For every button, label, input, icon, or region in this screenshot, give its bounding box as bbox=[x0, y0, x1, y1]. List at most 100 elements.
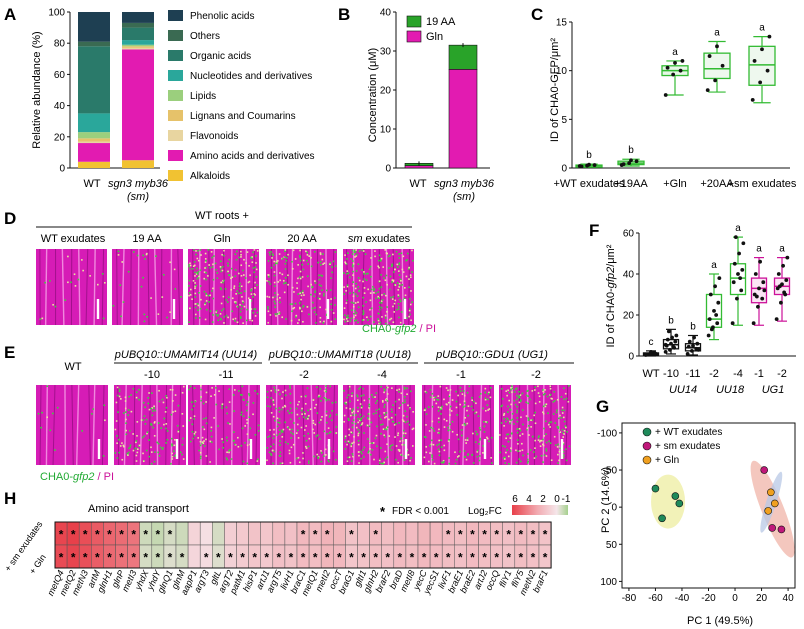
bacteria-speck bbox=[406, 387, 408, 390]
bacteria-speck bbox=[382, 266, 385, 268]
micrograph-d-2 bbox=[188, 248, 259, 326]
bacteria-speck bbox=[295, 316, 297, 318]
bacteria-speck bbox=[154, 451, 156, 453]
bacteria-speck bbox=[298, 417, 301, 420]
bacteria-speck bbox=[430, 443, 433, 446]
bacteria-speck bbox=[491, 462, 493, 464]
bacteria-speck bbox=[317, 396, 320, 398]
bacteria-speck bbox=[82, 269, 84, 272]
bacteria-speck bbox=[534, 439, 536, 442]
bacteria-speck bbox=[335, 426, 338, 428]
bacteria-speck bbox=[411, 271, 413, 273]
legend-swatch bbox=[168, 10, 183, 21]
bacteria-speck bbox=[448, 457, 451, 459]
legend-label-gln: + Gln bbox=[655, 455, 679, 466]
bacteria-speck bbox=[430, 439, 433, 442]
bacteria-speck bbox=[373, 458, 375, 461]
bacteria-speck bbox=[351, 265, 354, 268]
bacteria-speck bbox=[383, 406, 386, 408]
bacteria-speck bbox=[449, 389, 452, 391]
bacteria-speck bbox=[161, 398, 164, 401]
panel-f-point bbox=[753, 272, 758, 276]
legend-dot-wt bbox=[642, 427, 652, 437]
heatmap-cell bbox=[429, 521, 443, 546]
bacteria-speck bbox=[456, 414, 459, 416]
panel-f-letter: a bbox=[779, 244, 785, 255]
bacteria-speck bbox=[227, 270, 229, 273]
cell-wall-line bbox=[325, 248, 328, 326]
bacteria-speck bbox=[516, 417, 519, 419]
bacteria-speck bbox=[526, 390, 528, 392]
bacteria-speck bbox=[461, 393, 464, 395]
bacteria-speck bbox=[423, 435, 426, 438]
bacteria-speck bbox=[254, 433, 257, 436]
bacteria-speck bbox=[271, 253, 274, 255]
bacteria-speck bbox=[194, 431, 197, 433]
bacteria-speck bbox=[526, 427, 529, 430]
bacteria-speck bbox=[128, 447, 130, 450]
bacteria-speck bbox=[223, 249, 225, 252]
panel-e-line-0-0: -10 bbox=[144, 369, 160, 381]
bacteria-speck bbox=[272, 401, 275, 403]
bacteria-speck bbox=[389, 318, 391, 321]
bacteria-speck bbox=[220, 309, 223, 312]
legend-swatch-gln bbox=[406, 30, 422, 43]
bacteria-speck bbox=[383, 277, 385, 279]
bacteria-speck bbox=[254, 294, 256, 296]
bacteria-speck bbox=[272, 462, 274, 465]
bacteria-speck bbox=[322, 322, 325, 324]
bacteria-speck bbox=[256, 392, 259, 395]
bacteria-speck bbox=[287, 410, 289, 412]
bacteria-speck bbox=[166, 430, 169, 432]
bacteria-speck bbox=[321, 289, 323, 291]
bacteria-speck bbox=[188, 292, 191, 294]
bacteria-speck bbox=[377, 297, 380, 299]
bacteria-speck bbox=[562, 416, 565, 419]
bacteria-speck bbox=[173, 268, 176, 271]
bacteria-speck bbox=[116, 394, 119, 397]
bacteria-speck bbox=[377, 291, 380, 293]
panel-h-scale-tick-2: 2 bbox=[540, 494, 546, 505]
bacteria-speck bbox=[277, 389, 280, 391]
bacteria-speck bbox=[391, 279, 394, 281]
panel-g-point bbox=[658, 514, 666, 523]
bacteria-speck bbox=[449, 394, 451, 396]
bacteria-speck bbox=[218, 448, 221, 451]
bacteria-speck bbox=[437, 448, 440, 451]
bacteria-speck bbox=[194, 285, 196, 288]
bacteria-speck bbox=[233, 439, 235, 442]
bacteria-speck bbox=[215, 387, 217, 389]
bacteria-speck bbox=[246, 409, 248, 412]
bacteria-speck bbox=[240, 411, 243, 414]
bacteria-speck bbox=[241, 427, 244, 430]
bacteria-speck bbox=[248, 416, 251, 418]
bacteria-speck bbox=[201, 442, 203, 445]
bacteria-speck bbox=[290, 412, 293, 414]
bacteria-speck bbox=[463, 456, 466, 458]
bacteria-speck bbox=[395, 458, 397, 461]
panel-f-point bbox=[758, 259, 762, 264]
legend-swatch bbox=[168, 110, 183, 121]
panel-f-point bbox=[666, 329, 671, 334]
bacteria-speck bbox=[357, 440, 360, 442]
bacteria-speck bbox=[143, 435, 146, 437]
bacteria-speck bbox=[239, 282, 241, 285]
bacteria-speck bbox=[527, 402, 530, 405]
bacteria-speck bbox=[409, 276, 412, 279]
bacteria-speck bbox=[195, 284, 197, 287]
bacteria-speck bbox=[365, 301, 367, 303]
heatmap-significance-star: * bbox=[107, 551, 112, 565]
bacteria-speck bbox=[270, 397, 273, 399]
bacteria-speck bbox=[348, 385, 351, 388]
bacteria-speck bbox=[284, 262, 287, 265]
bacteria-speck bbox=[471, 454, 473, 456]
bacteria-speck bbox=[181, 391, 184, 394]
panel-d-group-title: WT roots + bbox=[195, 210, 249, 222]
bacteria-speck bbox=[220, 288, 223, 291]
bacteria-speck bbox=[399, 404, 402, 407]
micrograph-e-3 bbox=[266, 384, 338, 466]
bacteria-speck bbox=[519, 400, 522, 403]
bacteria-speck bbox=[226, 458, 229, 461]
heatmap-cell bbox=[393, 521, 407, 546]
